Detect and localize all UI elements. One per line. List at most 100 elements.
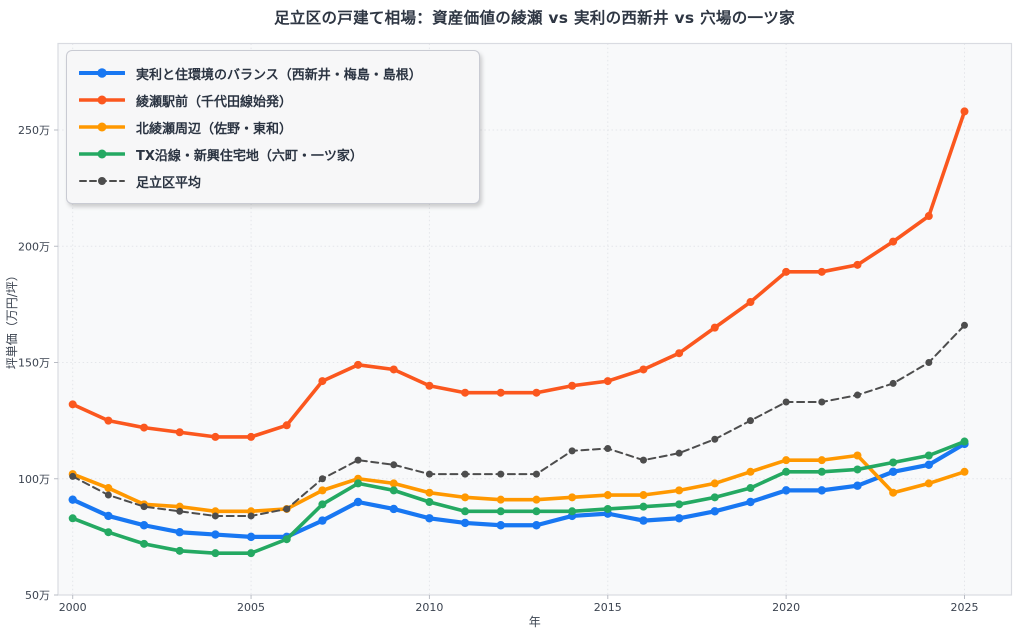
data-point-ayase	[603, 377, 612, 386]
data-point-ayase	[496, 388, 505, 397]
data-point-kitaayase	[389, 479, 398, 488]
data-point-ayase	[568, 381, 577, 390]
data-point-adachi-avg	[711, 435, 719, 443]
data-point-nishiarai	[746, 497, 755, 507]
data-point-adachi-avg	[283, 505, 291, 513]
plot-border	[57, 42, 1013, 596]
data-point-ayase	[354, 360, 363, 369]
data-point-kitaayase	[496, 495, 505, 504]
data-point-tx-ensen	[461, 507, 470, 516]
data-point-adachi-avg	[675, 449, 683, 457]
data-point-tx-ensen	[140, 539, 149, 548]
data-point-ayase	[746, 298, 755, 307]
data-point-ayase	[389, 365, 398, 374]
data-point-adachi-avg	[390, 461, 398, 469]
data-point-nishiarai	[460, 518, 470, 528]
y-axis-label: 坪単価（万円/坪）	[5, 269, 19, 369]
legend-swatch-icon	[79, 95, 125, 105]
data-point-ayase	[282, 421, 291, 430]
legend-label: 綾瀬駅前（千代田線始発）	[136, 94, 293, 110]
data-point-tx-ensen	[318, 500, 327, 509]
data-point-kitaayase	[675, 486, 684, 495]
data-point-adachi-avg	[568, 447, 576, 455]
legend-swatch-icon	[79, 122, 125, 132]
data-point-tx-ensen	[853, 465, 862, 474]
data-point-ayase	[889, 237, 898, 246]
data-point-nishiarai	[104, 511, 113, 521]
data-point-adachi-avg	[961, 321, 968, 329]
data-point-ayase	[211, 432, 220, 441]
data-point-ayase	[140, 423, 149, 432]
data-point-kitaayase	[746, 467, 755, 476]
data-point-adachi-avg	[354, 456, 362, 464]
data-point-nishiarai	[246, 532, 256, 542]
legend-swatch-icon	[79, 149, 125, 159]
data-point-ayase	[532, 388, 541, 397]
legend-item-adachi-avg: 足立区平均	[79, 171, 465, 191]
data-point-kitaayase	[425, 488, 434, 497]
data-point-nishiarai	[389, 504, 398, 514]
data-point-kitaayase	[532, 495, 541, 504]
data-point-tx-ensen	[211, 549, 220, 558]
data-point-adachi-avg	[639, 456, 647, 464]
x-axis-label: 年	[529, 615, 541, 629]
data-point-adachi-avg	[889, 379, 897, 387]
data-point-tx-ensen	[389, 486, 398, 495]
data-point-nishiarai	[175, 528, 184, 537]
data-point-nishiarai	[781, 486, 791, 495]
data-point-nishiarai	[532, 521, 541, 530]
legend-label: 北綾瀬周辺（佐野・東和）	[136, 121, 293, 137]
data-point-ayase	[104, 416, 113, 425]
legend-label: 実利と住環境のバランス（西新井・梅島・島根）	[136, 67, 422, 83]
data-point-adachi-avg	[69, 472, 77, 480]
data-point-kitaayase	[960, 467, 969, 476]
data-point-ayase	[710, 323, 719, 332]
data-point-ayase	[639, 365, 648, 374]
series-line-ayase	[70, 109, 967, 439]
data-point-adachi-avg	[104, 491, 112, 499]
data-point-ayase	[461, 388, 470, 397]
data-point-nishiarai	[318, 516, 327, 525]
legend-item-ayase: 綾瀬駅前（千代田線始発）	[79, 90, 465, 110]
legend-item-tx-ensen: TX沿線・新興住宅地（六町・一ツ家）	[79, 144, 465, 164]
y-tick-label: 50万	[25, 589, 50, 602]
data-point-kitaayase	[318, 486, 327, 495]
data-point-ayase	[175, 428, 184, 437]
data-point-adachi-avg	[461, 470, 469, 478]
data-point-tx-ensen	[603, 504, 612, 513]
data-point-adachi-avg	[497, 470, 505, 478]
data-point-tx-ensen	[568, 507, 577, 516]
data-point-adachi-avg	[247, 512, 255, 520]
data-point-nishiarai	[639, 516, 648, 525]
data-point-nishiarai	[353, 497, 363, 507]
data-point-kitaayase	[639, 491, 648, 500]
data-point-adachi-avg	[318, 475, 326, 483]
data-point-tx-ensen	[960, 437, 969, 446]
legend-item-nishiarai: 実利と住環境のバランス（西新井・梅島・島根）	[79, 63, 465, 83]
data-point-ayase	[782, 267, 791, 276]
data-point-ayase	[924, 212, 933, 221]
x-tick-label: 2000	[59, 601, 87, 614]
data-point-ayase	[318, 377, 327, 386]
data-point-nishiarai	[853, 481, 862, 490]
data-point-ayase	[853, 260, 862, 269]
data-point-kitaayase	[853, 451, 862, 460]
data-point-tx-ensen	[425, 498, 434, 506]
series-line-adachi-avg	[71, 324, 966, 517]
data-point-tx-ensen	[746, 484, 755, 493]
data-point-tx-ensen	[889, 458, 898, 467]
legend-label: 足立区平均	[136, 175, 202, 191]
data-point-tx-ensen	[782, 467, 791, 476]
x-tick-label: 2010	[415, 601, 443, 614]
data-point-ayase	[425, 381, 434, 390]
data-point-tx-ensen	[247, 549, 256, 558]
data-point-adachi-avg	[425, 470, 433, 478]
data-point-kitaayase	[104, 484, 113, 493]
data-point-adachi-avg	[176, 507, 184, 515]
data-point-kitaayase	[889, 488, 898, 497]
data-point-adachi-avg	[853, 391, 861, 399]
legend-box: 実利と住環境のバランス（西新井・梅島・島根） 綾瀬駅前（千代田線始発） 北綾瀬周辺（…	[66, 50, 480, 204]
data-point-tx-ensen	[710, 493, 719, 502]
data-point-tx-ensen	[282, 535, 291, 544]
data-point-adachi-avg	[211, 512, 219, 520]
